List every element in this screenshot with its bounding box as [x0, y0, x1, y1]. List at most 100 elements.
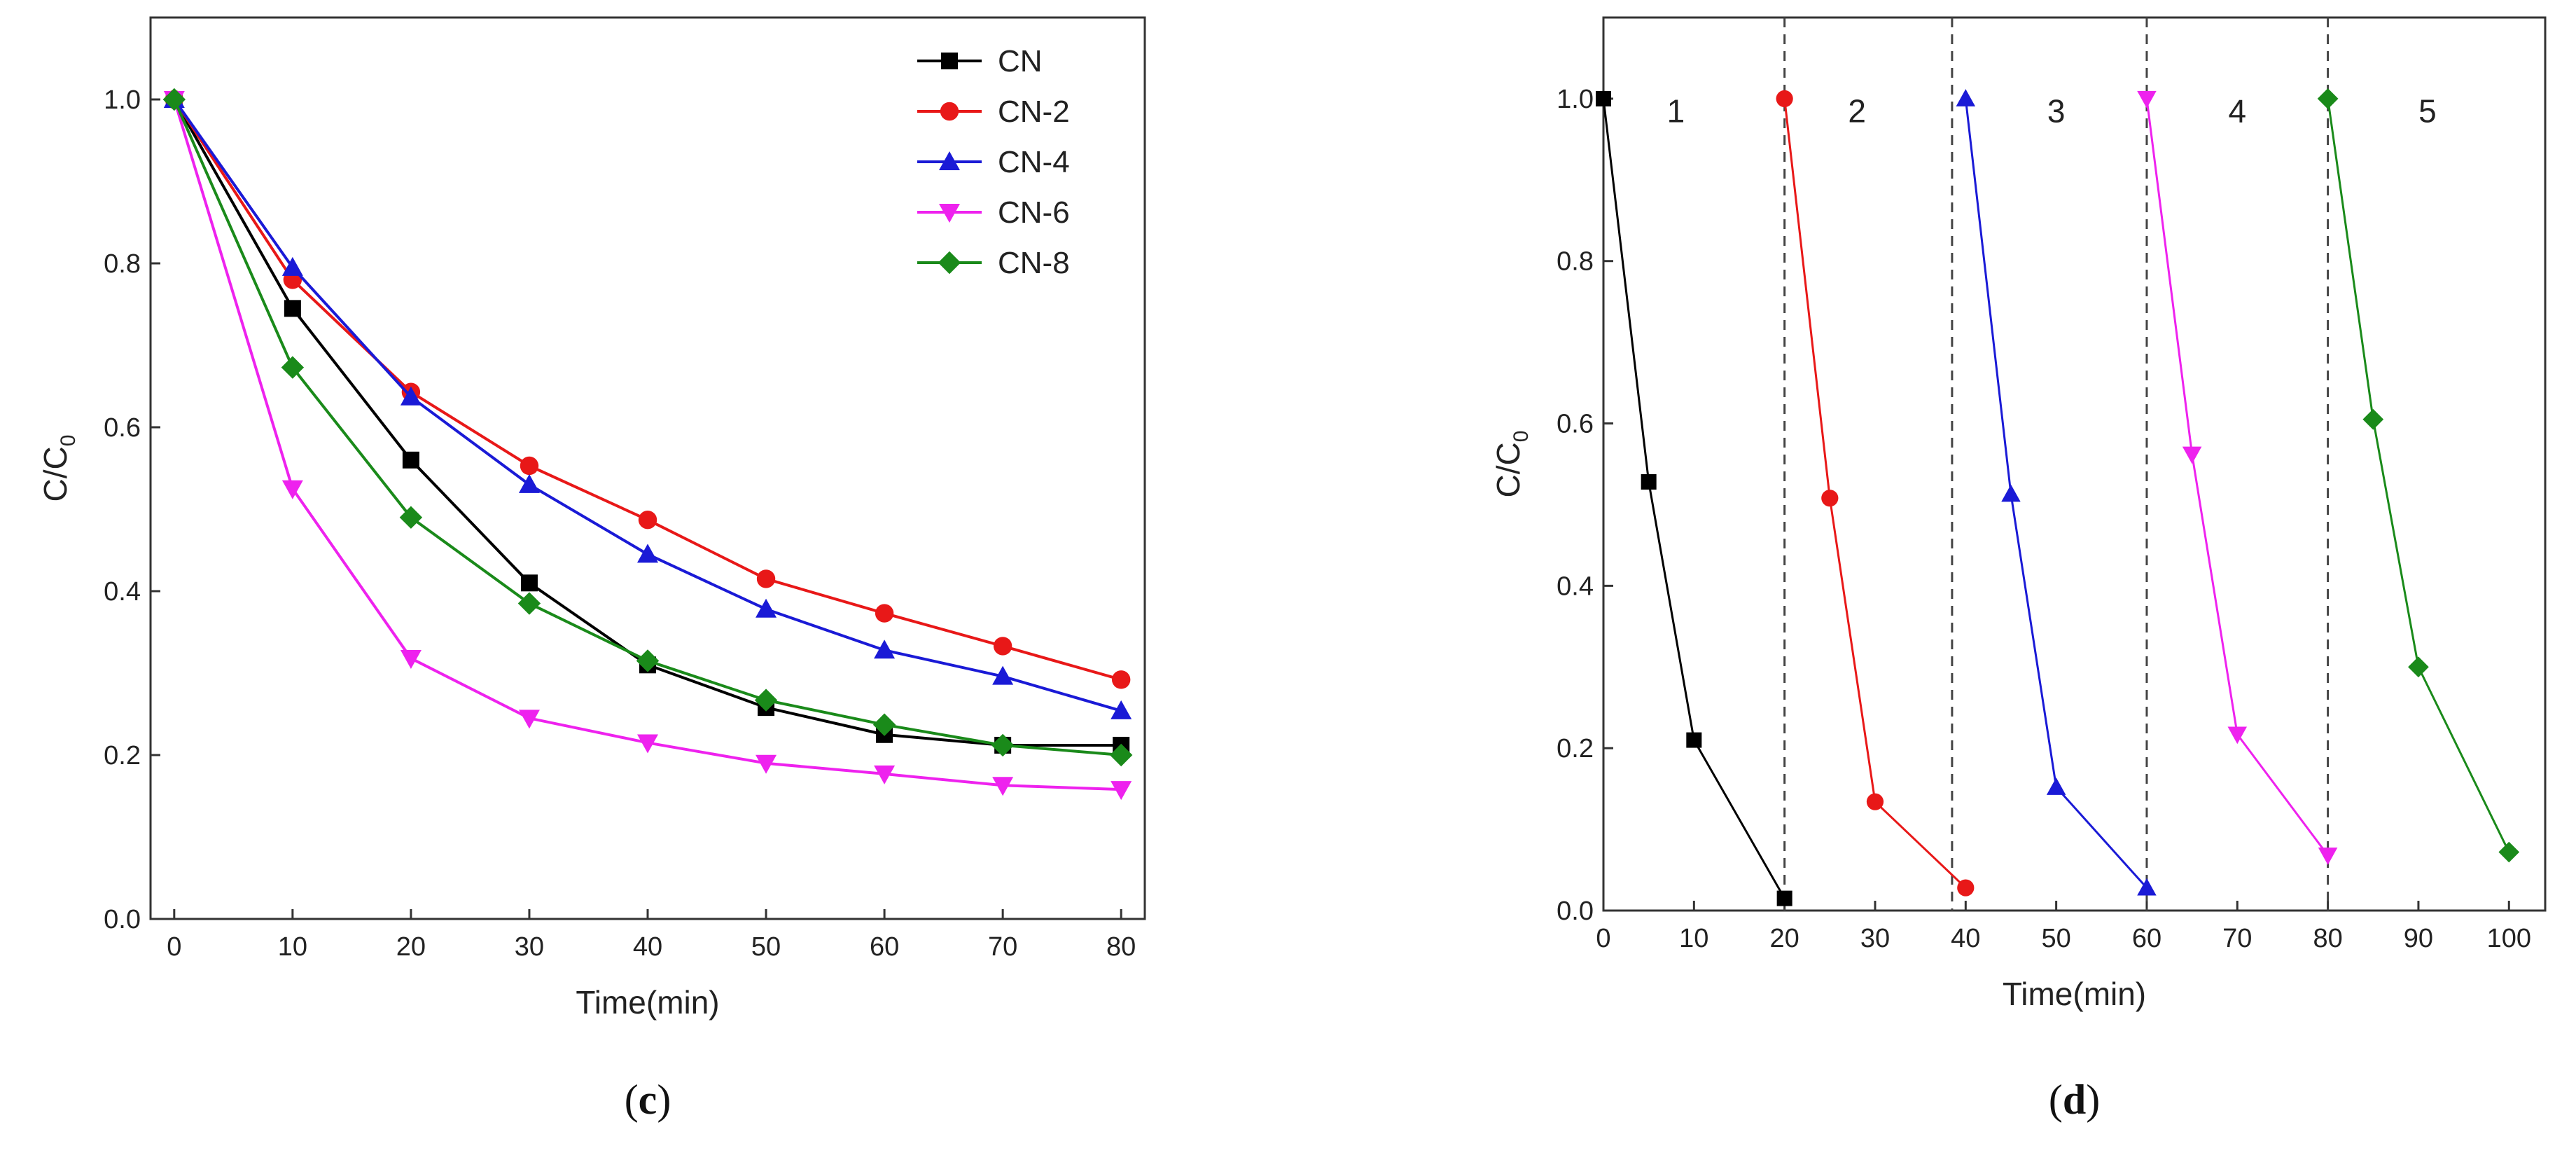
y-axis-label-main: C/C	[37, 446, 74, 502]
data-point	[1109, 743, 1133, 767]
data-point	[1111, 781, 1132, 801]
data-point	[874, 765, 896, 784]
x-tick-label: 70	[2222, 924, 2252, 953]
x-tick-label: 30	[515, 932, 544, 962]
data-point	[636, 649, 660, 672]
data-point	[638, 511, 657, 530]
y-tick-label: 0.0	[1557, 897, 1594, 926]
x-tick-label: 10	[1679, 924, 1708, 953]
data-point	[2137, 90, 2157, 109]
caption-close-paren: )	[657, 1077, 671, 1123]
data-point	[2498, 841, 2520, 863]
cycle-label: 5	[2418, 92, 2437, 129]
data-point	[1866, 793, 1884, 810]
y-tick-label: 0.8	[1557, 247, 1594, 277]
x-tick-label: 0	[167, 932, 181, 962]
caption-open-paren: (	[2049, 1077, 2063, 1123]
plot-frame	[1602, 16, 2547, 912]
x-tick-label: 80	[1106, 932, 1136, 962]
data-point	[2362, 408, 2384, 430]
data-point	[1111, 670, 1131, 689]
legend-label: CN-8	[998, 246, 1070, 280]
x-tick-label: 20	[1770, 924, 1799, 953]
data-point	[2318, 848, 2338, 865]
x-tick-label: 0	[1596, 924, 1610, 953]
data-point	[1957, 879, 1975, 897]
y-tick-label: 0.6	[104, 413, 141, 443]
x-tick-label: 50	[751, 932, 781, 962]
x-tick-label: 20	[396, 932, 426, 962]
legend-label: CN-2	[998, 95, 1070, 129]
data-point	[2227, 726, 2248, 745]
data-point	[637, 544, 658, 563]
cycle-label: 2	[1848, 92, 1866, 129]
data-point	[754, 689, 778, 712]
y-tick-label: 0.6	[1557, 410, 1594, 439]
data-point	[520, 456, 539, 476]
legend-marker	[939, 204, 960, 223]
data-point	[402, 451, 419, 469]
legend-marker	[941, 53, 958, 69]
x-axis-label: Time(min)	[2003, 976, 2146, 1012]
y-tick-label: 0.4	[1557, 572, 1594, 601]
chart-c: 0 10 20 30 40 50 60 70 80 0.0 0.2 0.4 0.6 0.8 1.0 Time(…	[37, 16, 1146, 1123]
data-point	[281, 256, 303, 276]
data-point	[993, 637, 1012, 656]
y-tick-label: 0.8	[104, 249, 141, 279]
x-tick-label: 60	[2132, 924, 2161, 953]
data-point	[756, 754, 777, 774]
data-point	[520, 574, 538, 592]
legend-marker	[940, 102, 959, 121]
x-tick-label: 60	[870, 932, 899, 962]
y-tick-label: 1.0	[1557, 85, 1594, 114]
x-tick-label: 70	[988, 932, 1017, 962]
data-point	[756, 598, 777, 618]
data-point	[874, 639, 896, 659]
data-point	[1686, 732, 1702, 748]
y-tick-label: 0.0	[104, 905, 141, 934]
data-point	[2137, 878, 2157, 896]
data-point	[1641, 474, 1657, 490]
legend-label: CN-4	[998, 145, 1070, 179]
caption-close-paren: )	[2086, 1077, 2100, 1123]
legend-label: CN	[998, 44, 1043, 78]
data-point	[281, 356, 305, 379]
cycle-label: 4	[2228, 92, 2246, 129]
data-point	[991, 733, 1015, 757]
data-point	[281, 480, 303, 499]
x-tick-label: 90	[2404, 924, 2433, 953]
data-point	[2182, 446, 2202, 464]
x-tick-label: 50	[2041, 924, 2070, 953]
data-point	[875, 604, 894, 623]
x-tick-label: 80	[2313, 924, 2342, 953]
x-tick-label: 40	[633, 932, 662, 962]
data-point	[2046, 777, 2066, 795]
data-point	[2317, 88, 2339, 109]
series-line-3	[1964, 98, 2148, 889]
data-point	[637, 734, 658, 754]
data-point	[1776, 90, 1793, 108]
data-point	[992, 665, 1014, 685]
data-point	[1821, 490, 1839, 507]
caption-letter: d	[2063, 1077, 2086, 1123]
x-tick-label: 10	[278, 932, 307, 962]
caption-letter: c	[639, 1077, 657, 1123]
series-line-2	[1783, 98, 1967, 889]
y-tick-label: 0.2	[104, 741, 141, 770]
y-axis-label: C/C0	[37, 435, 80, 502]
data-point	[1776, 890, 1792, 906]
data-point	[518, 710, 540, 729]
legend-marker	[939, 151, 960, 170]
data-point	[400, 649, 422, 669]
y-axis-label: C/C0	[1490, 431, 1533, 498]
y-tick-label: 1.0	[104, 85, 141, 115]
data-point	[517, 592, 541, 615]
data-point	[518, 473, 540, 493]
chart-d: 0 10 20 30 40 50 60 70 80 90 1000.00.20.40.60.81.0…	[1490, 16, 2547, 1123]
x-tick-label: 30	[1860, 924, 1890, 953]
series-line-4	[2145, 98, 2329, 857]
series-line-1	[1602, 98, 1785, 899]
data-point	[1956, 89, 1976, 106]
data-point	[1596, 90, 1611, 106]
